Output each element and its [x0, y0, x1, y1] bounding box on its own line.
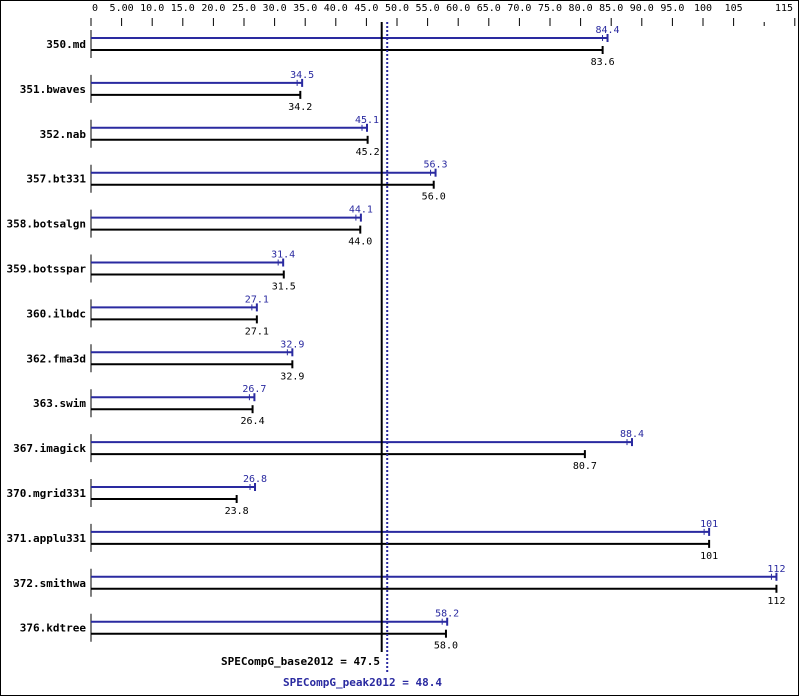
benchmark-row: 351.bwaves 34.5 34.2	[20, 70, 314, 113]
axis-tick-label: 10.0	[140, 3, 164, 14]
benchmark-row: 359.botsspar 31.4 31.5	[7, 250, 296, 293]
peak-value-label: 56.3	[424, 160, 448, 171]
base-value-label: 27.1	[245, 326, 269, 337]
benchmark-label: 360.ilbdc	[26, 307, 86, 320]
base-value-label: 44.0	[348, 237, 372, 248]
peak-value-label: 26.8	[243, 474, 267, 485]
benchmark-label: 363.swim	[33, 397, 86, 410]
benchmark-label: 358.botsalgn	[7, 218, 86, 231]
base-value-label: 83.6	[591, 57, 615, 68]
base-value-label: 56.0	[422, 192, 446, 203]
peak-value-label: 112	[767, 564, 785, 575]
base-value-label: 26.4	[241, 416, 265, 427]
axis-tick-label: 35.0	[293, 3, 317, 14]
benchmark-label: 357.bt331	[26, 173, 86, 186]
benchmark-label: 352.nab	[40, 128, 87, 141]
benchmark-row: 367.imagick 88.4 80.7	[13, 429, 644, 472]
benchmark-label: 350.md	[46, 38, 86, 51]
axis-tick-label: 30.0	[263, 3, 287, 14]
axis-tick-label: 50.0	[385, 3, 409, 14]
peak-value-label: 58.2	[435, 609, 459, 620]
peak-value-label: 32.9	[280, 339, 304, 350]
benchmark-label: 351.bwaves	[20, 83, 86, 96]
benchmark-label: 371.applu331	[7, 532, 87, 545]
axis-tick-label: 75.0	[538, 3, 562, 14]
base-value-label: 112	[767, 596, 785, 607]
benchmark-label: 359.botsspar	[7, 263, 87, 276]
axis-tick-label: 100	[694, 3, 712, 14]
benchmark-label: 362.fma3d	[26, 352, 86, 365]
benchmark-row: 362.fma3d 32.9 32.9	[26, 339, 304, 382]
base-value-label: 101	[700, 551, 718, 562]
base-value-label: 34.2	[288, 102, 312, 113]
axis-tick-label: 20.0	[201, 3, 225, 14]
peak-value-label: 84.4	[595, 25, 619, 36]
axis-tick-label: 25.0	[232, 3, 256, 14]
base-value-label: 45.2	[356, 147, 380, 158]
benchmark-row: 357.bt331 56.3 56.0	[26, 160, 447, 203]
benchmark-label: 372.smithwa	[13, 577, 86, 590]
benchmark-label: 367.imagick	[13, 442, 86, 455]
axis-tick-label: 60.0	[446, 3, 470, 14]
benchmark-row: 363.swim 26.7 26.4	[33, 384, 266, 427]
reference-lines	[380, 22, 389, 672]
peak-value-label: 45.1	[355, 115, 379, 126]
peak-value-label: 101	[700, 519, 718, 530]
base-value-label: 58.0	[434, 641, 458, 652]
base-value-label: 32.9	[280, 371, 304, 382]
x-axis: 0 5.00 10.0 15.0 20.0 25.0 30.0 35.0 40.0 45.0 50.…	[90, 3, 796, 26]
axis-tick-label: 40.0	[324, 3, 348, 14]
benchmark-row: 360.ilbdc 27.1 27.1	[26, 294, 269, 337]
benchmark-row: 372.smithwa 112 112	[13, 564, 785, 607]
peak-value-label: 27.1	[245, 294, 269, 305]
axis-tick-label: 115	[775, 3, 793, 14]
axis-tick-label: 15.0	[171, 3, 195, 14]
benchmark-row: 352.nab 45.1 45.2	[40, 115, 380, 158]
axis-tick-label: 70.0	[507, 3, 531, 14]
axis-tick-label: 45.0	[354, 3, 378, 14]
benchmark-row: 371.applu331 101 101	[7, 519, 719, 562]
peak-value-label: 44.1	[349, 205, 373, 216]
axis-tick-label: 0	[92, 3, 98, 14]
benchmark-label: 376.kdtree	[20, 622, 87, 635]
base-summary-label: SPECompG_base2012 = 47.5	[221, 655, 380, 668]
axis-tick-label: 5.00	[110, 3, 134, 14]
peak-value-label: 31.4	[271, 250, 295, 261]
base-value-label: 23.8	[225, 506, 249, 517]
benchmark-row: 350.md 84.4 83.6	[46, 25, 619, 68]
axis-tick-label: 80.0	[569, 3, 593, 14]
axis-tick-label: 105	[725, 3, 743, 14]
axis-tick-label: 85.0	[599, 3, 623, 14]
peak-value-label: 88.4	[620, 429, 644, 440]
bars-group: 350.md 84.4 83.6 351.bwaves 34.5 34.2 352.nab 4…	[7, 25, 786, 652]
benchmark-row: 376.kdtree 58.2 58.0	[20, 609, 459, 652]
axis-tick-label: 65.0	[477, 3, 501, 14]
base-value-label: 80.7	[573, 461, 597, 472]
benchmark-row: 358.botsalgn 44.1 44.0	[7, 205, 373, 248]
axis-tick-label: 95.0	[660, 3, 684, 14]
peak-value-label: 26.7	[242, 384, 266, 395]
axis-tick-label: 90.0	[630, 3, 654, 14]
base-value-label: 31.5	[272, 282, 296, 293]
benchmark-label: 370.mgrid331	[7, 487, 87, 500]
benchmark-row: 370.mgrid331 26.8 23.8	[7, 474, 268, 517]
peak-value-label: 34.5	[290, 70, 314, 81]
axis-tick-label: 55.0	[416, 3, 440, 14]
peak-summary-label: SPECompG_peak2012 = 48.4	[283, 676, 442, 689]
